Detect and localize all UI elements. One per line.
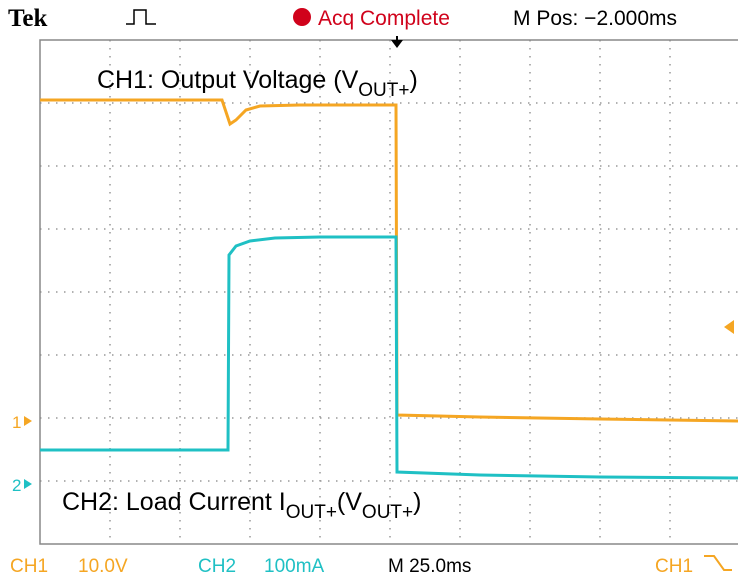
ch2-label-sub2: OUT+ bbox=[362, 502, 413, 523]
ch2-label-end: ) bbox=[413, 488, 421, 516]
ch1-label-sub: OUT+ bbox=[358, 80, 409, 101]
ch2-label-text: CH2: Load Current I bbox=[62, 488, 286, 516]
footer-ch2-scale: 100mA bbox=[264, 556, 325, 577]
footer-timebase: M 25.0ms bbox=[388, 556, 471, 577]
footer-ch2: CH2 bbox=[198, 556, 236, 577]
ch2-label-mid: (V bbox=[337, 488, 362, 516]
status-dot bbox=[293, 8, 311, 26]
ch1-label-end: ) bbox=[409, 66, 417, 94]
ch1-label-text: CH1: Output Voltage (V bbox=[97, 66, 359, 94]
footer-ch1-scale: 10.0V bbox=[78, 556, 128, 577]
m-position: M Pos: −2.000ms bbox=[513, 7, 677, 30]
acq-status: Acq Complete bbox=[318, 7, 450, 30]
footer-trigger-source: CH1 bbox=[655, 556, 693, 577]
scope-screen: Tek Acq Complete M Pos: −2.000ms CH1: Ou… bbox=[0, 0, 738, 579]
footer-ch1: CH1 bbox=[10, 556, 48, 577]
ch2-marker: 2 bbox=[12, 476, 21, 495]
ch2-label-sub: OUT+ bbox=[286, 502, 337, 523]
ch1-marker: 1 bbox=[12, 413, 21, 432]
page: {"header": {"brand": "Tek", "status": "A… bbox=[0, 0, 738, 579]
brand: Tek bbox=[8, 5, 47, 32]
